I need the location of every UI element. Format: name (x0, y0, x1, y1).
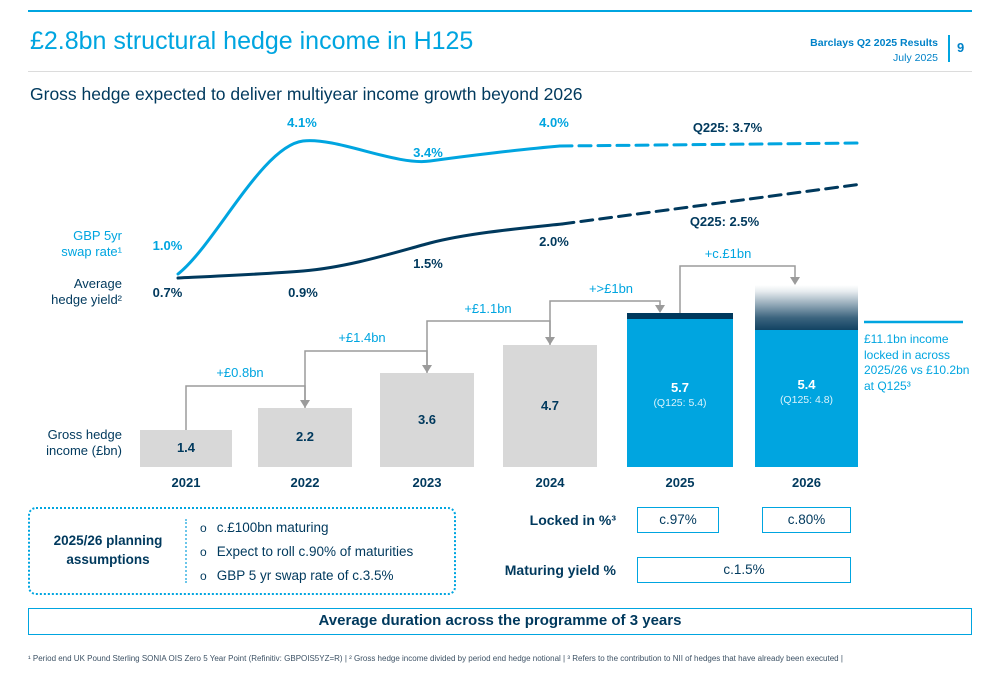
deck-meta: Barclays Q2 2025 Results July 2025 (780, 36, 938, 65)
hedge-yield-point-2021: 0.7% (152, 285, 183, 300)
planning-item-3-text: GBP 5 yr swap rate of c.3.5% (216, 567, 394, 583)
income-axis-label: Gross hedge income (£bn) (28, 427, 122, 458)
planning-title-line1: 2025/26 planning (53, 533, 163, 549)
maturing-yield-value: c.1.5% (637, 557, 851, 583)
planning-item-1-text: c.£100bn maturing (216, 519, 329, 535)
hedge-yield-axis-label-line1: Average (73, 276, 122, 291)
bar-2025-cap (627, 313, 733, 319)
swap-rate-projection-line (558, 141, 864, 148)
page-number-divider (948, 35, 950, 62)
increment-label-5: +c.£1bn (704, 246, 752, 261)
bar-value-2023: 3.6 (417, 412, 437, 427)
planning-assumptions-box: 2025/26 planning assumptions o c.£100bn … (28, 507, 456, 595)
planning-item-2: o Expect to roll c.90% of maturities (200, 544, 413, 559)
planning-item-2-text: Expect to roll c.90% of maturities (216, 543, 414, 559)
swap-rate-line (176, 139, 562, 276)
header-rule (28, 71, 972, 72)
bar-subvalue-2025: (Q125: 5.4) (653, 397, 707, 409)
swap-rate-axis-label-line1: GBP 5yr (73, 228, 122, 243)
deck-name: Barclays Q2 2025 Results (810, 37, 938, 49)
x-label-2025: 2025 (665, 475, 695, 490)
bullet-marker: o (200, 568, 207, 583)
page-title: £2.8bn structural hedge income in H125 (30, 27, 474, 55)
increment-arrow-5 (790, 277, 800, 285)
bar-subvalue-2026: (Q125: 4.8) (779, 394, 834, 406)
planning-list: o c.£100bn maturing o Expect to roll c.9… (200, 520, 413, 583)
bar-2026 (755, 330, 858, 467)
increment-arrow-2 (422, 365, 432, 373)
bullet-marker: o (200, 520, 207, 535)
page-number: 9 (957, 40, 965, 55)
bar-value-2024: 4.7 (540, 398, 560, 413)
swap-rate-point-2024: 4.0% (539, 115, 569, 130)
swap-rate-point-2021: 1.0% (152, 238, 183, 253)
swap-rate-point-2022: 4.1% (287, 115, 317, 130)
planning-divider (185, 519, 187, 583)
hedge-yield-point-2024: 2.0% (539, 234, 569, 249)
hedge-yield-point-2023: 1.5% (413, 256, 443, 271)
hedge-yield-axis-label: Average hedge yield² (38, 276, 122, 307)
x-label-2021: 2021 (171, 475, 201, 490)
bar-value-2022: 2.2 (295, 429, 315, 444)
increment-label-3: +£1.1bn (464, 301, 512, 316)
x-label-2022: 2022 (290, 475, 320, 490)
income-axis-label-line1: Gross hedge (47, 427, 122, 442)
locked-in-label: Locked in %³ (529, 512, 616, 528)
slide-subtitle: Gross hedge expected to deliver multiyea… (30, 84, 583, 104)
locked-in-2025-value: c.97% (637, 507, 719, 533)
swap-rate-axis-label: GBP 5yr swap rate¹ (38, 228, 122, 259)
footnote: ¹ Period end UK Pound Sterling SONIA OIS… (28, 654, 843, 663)
planning-title-line2: assumptions (66, 552, 150, 567)
x-label-2023: 2023 (412, 475, 442, 490)
duration-banner: Average duration across the programme of… (28, 608, 972, 635)
locked-income-annotation: £11.1bn income locked in across 2025/26 … (864, 332, 970, 393)
increment-label-2: +£1.4bn (338, 330, 386, 345)
top-accent-line (28, 10, 972, 12)
bar-2026-fade-cap (755, 285, 858, 332)
increment-arrow-1 (300, 400, 310, 408)
bar-value-2025: 5.7 (670, 380, 690, 395)
increment-label-4: +>£1bn (588, 281, 634, 296)
bar-value-2026: 5.4 (797, 377, 816, 392)
deck-date: July 2025 (893, 51, 938, 64)
locked-in-2026-value: c.80% (762, 507, 851, 533)
maturing-yield-label: Maturing yield % (504, 562, 616, 578)
bar-value-2021: 1.4 (176, 440, 196, 455)
planning-item-1: o c.£100bn maturing (200, 520, 413, 535)
increment-arrow-3 (545, 337, 555, 345)
bullet-marker: o (200, 544, 207, 559)
planning-title: 2025/26 planning assumptions (44, 532, 172, 570)
hedge-yield-point-2022: 0.9% (288, 285, 318, 300)
hedge-yield-projection-label: Q225: 2.5% (689, 214, 760, 229)
swap-rate-point-2023: 3.4% (413, 145, 443, 160)
duration-banner-text: Average duration across the programme of… (318, 612, 682, 629)
increment-arrow-4 (655, 305, 665, 313)
swap-rate-projection-label: Q225: 3.7% (692, 120, 763, 135)
income-axis-label-line2: income (£bn) (46, 442, 122, 458)
x-label-2026: 2026 (792, 475, 821, 490)
planning-item-3: o GBP 5 yr swap rate of c.3.5% (200, 568, 413, 583)
increment-label-1: +£0.8bn (216, 365, 264, 380)
hedge-yield-axis-label-line2: hedge yield² (51, 291, 122, 307)
swap-rate-axis-label-line2: swap rate¹ (61, 243, 122, 259)
x-label-2024: 2024 (535, 475, 565, 490)
bar-2021 (140, 430, 232, 467)
hedge-yield-line (176, 222, 564, 280)
